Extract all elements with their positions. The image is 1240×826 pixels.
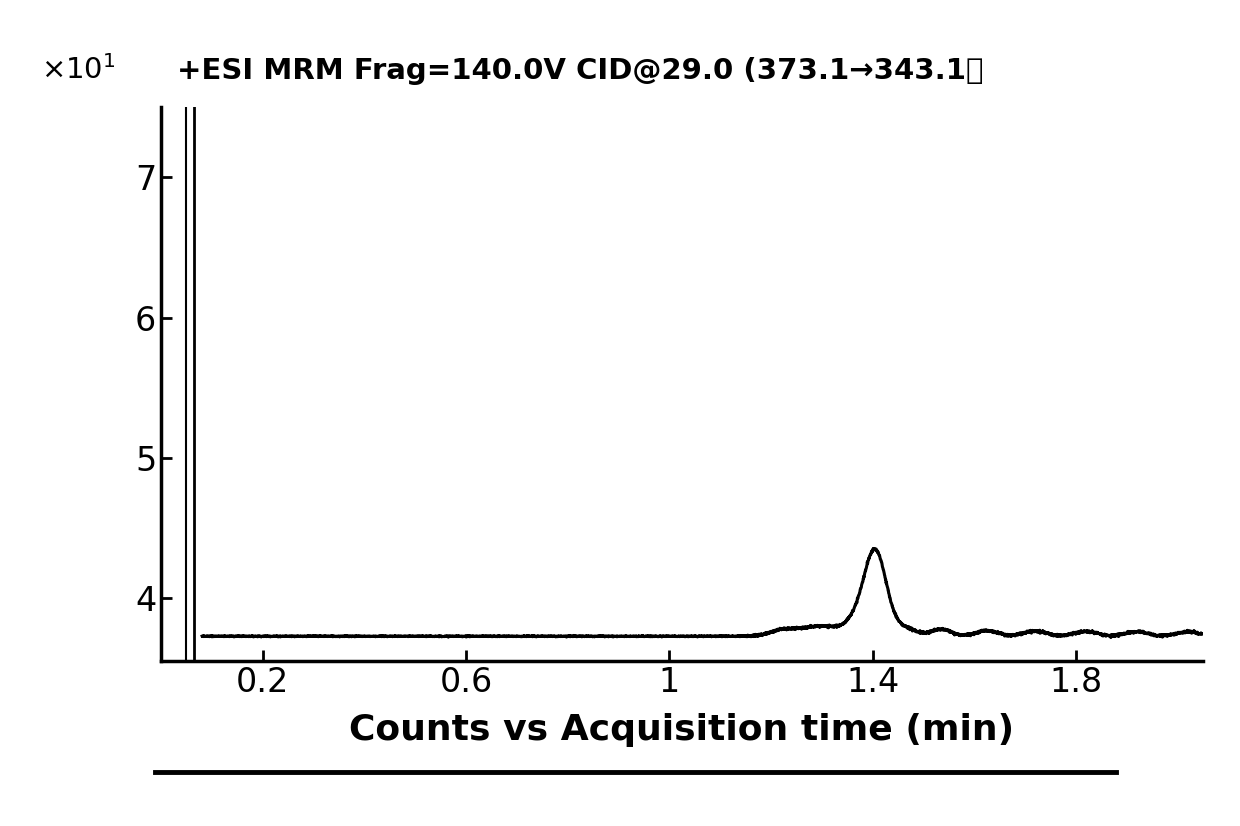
- Text: +ESI MRM Frag=140.0V CID@29.0 (373.1→343.1）: +ESI MRM Frag=140.0V CID@29.0 (373.1→343…: [177, 57, 983, 85]
- X-axis label: Counts vs Acquisition time (min): Counts vs Acquisition time (min): [350, 713, 1014, 747]
- Text: $\times 10^{1}$: $\times 10^{1}$: [41, 55, 117, 85]
